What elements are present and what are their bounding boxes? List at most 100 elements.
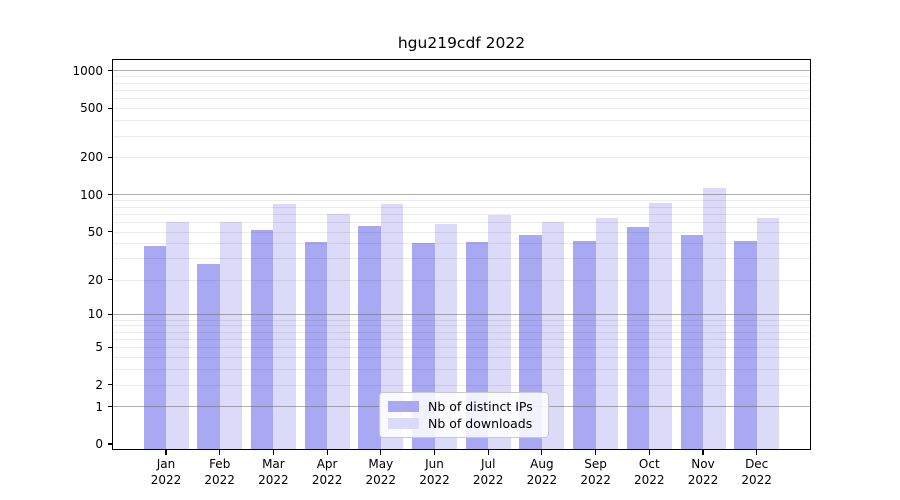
minor-gridline [113,89,810,91]
y-tick-label: 1000 [72,63,103,78]
y-tick-label: 200 [80,150,103,165]
x-tick-mark [165,449,167,455]
x-tick-label: Jan 2022 [150,457,182,487]
y-tick-mark [107,278,113,281]
x-tick-mark [648,449,650,455]
y-tick-label: 500 [80,101,103,116]
bar-distinct-ips-Feb [197,263,220,449]
minor-gridline [113,231,810,233]
y-tick-label: 1 [95,399,103,414]
minor-gridline [113,221,810,223]
x-tick-mark [326,449,328,455]
bar-distinct-ips-Dec [734,240,757,449]
y-tick-label: 10 [87,307,103,322]
minor-gridline [113,82,810,84]
y-tick-mark [107,405,113,408]
plot-area [113,60,810,449]
y-tick-mark [107,194,113,196]
legend-entry-distinct-ips: Nb of distinct IPs [388,398,540,415]
minor-gridline [113,279,810,281]
x-tick-mark [541,449,543,455]
y-tick-label: 100 [80,187,103,202]
bar-downloads-Apr [327,214,350,449]
y-tick-label: 50 [87,224,103,239]
bar-distinct-ips-Oct [626,227,650,449]
chart-title: hgu219cdf 2022 [397,34,526,52]
minor-gridline [113,243,810,245]
legend-entry-downloads: Nb of downloads [388,415,540,432]
minor-gridline [113,200,810,202]
minor-gridline [113,319,810,321]
legend-label-downloads: Nb of downloads [428,416,533,431]
bar-downloads-Sep [595,218,619,449]
minor-gridline [113,157,810,159]
bar-downloads-May [380,203,404,449]
x-tick-mark [756,449,758,455]
x-tick-label: May 2022 [365,457,397,487]
minor-gridline [113,384,810,386]
bar-downloads-Mar [273,203,296,449]
minor-gridline [113,98,810,100]
x-tick-mark [487,449,489,455]
major-gridline [113,70,810,72]
bar-downloads-Nov [703,187,726,449]
legend: Nb of distinct IPs Nb of downloads [379,392,549,438]
bar-downloads-Jul [488,215,511,449]
x-tick-label: Jun 2022 [419,457,450,487]
bar-downloads-Feb [219,221,243,449]
minor-gridline [113,338,810,340]
bar-distinct-ips-May [358,225,381,449]
bar-distinct-ips-Apr [304,242,328,449]
minor-gridline [113,357,810,359]
bar-downloads-Oct [649,202,672,449]
x-tick-mark [219,449,221,455]
major-gridline [113,194,810,196]
y-tick-label: 5 [95,340,103,355]
y-tick-label: 2 [95,377,103,392]
x-tick-mark [272,449,274,455]
x-tick-label: Nov 2022 [687,457,719,487]
x-tick-mark [595,449,597,455]
x-tick-mark [380,449,382,455]
bar-distinct-ips-Jan [143,246,166,449]
y-tick-mark [107,230,113,233]
bar-distinct-ips-Nov [680,234,703,449]
minor-gridline [113,325,810,327]
y-tick-mark [107,346,113,348]
x-tick-label: Apr 2022 [311,457,343,487]
legend-label-distinct-ips: Nb of distinct IPs [428,399,533,414]
bar-downloads-Jan [166,221,189,449]
minor-gridline [113,369,810,371]
bar-distinct-ips-Sep [573,240,596,449]
minor-gridline [113,120,810,122]
y-tick-mark [107,107,113,109]
y-tick-label: 0 [95,437,103,451]
x-tick-label: Oct 2022 [634,457,665,487]
y-tick-mark [107,313,113,316]
minor-gridline [113,135,810,137]
x-tick-label: Mar 2022 [258,457,289,487]
y-tick-mark [107,384,113,386]
bar-downloads-Dec [756,217,780,449]
minor-gridline [113,258,810,260]
major-gridline [113,313,810,315]
x-tick-label: Aug 2022 [526,457,558,487]
y-tick-mark [107,70,113,72]
legend-swatch-downloads [388,418,419,429]
minor-gridline [113,108,810,110]
minor-gridline [113,347,810,349]
minor-gridline [113,213,810,215]
minor-gridline [113,206,810,208]
bar-distinct-ips-Mar [250,229,274,449]
y-tick-label: 20 [87,272,103,287]
x-tick-mark [702,449,704,455]
x-tick-label: Sep 2022 [580,457,611,487]
x-tick-mark [433,449,436,455]
y-tick-mark [107,443,113,445]
minor-gridline [113,331,810,333]
legend-swatch-distinct-ips [388,401,419,412]
x-tick-label: Jul 2022 [472,457,504,487]
x-tick-label: Dec 2022 [741,457,772,487]
gridlines-layer [113,60,810,449]
